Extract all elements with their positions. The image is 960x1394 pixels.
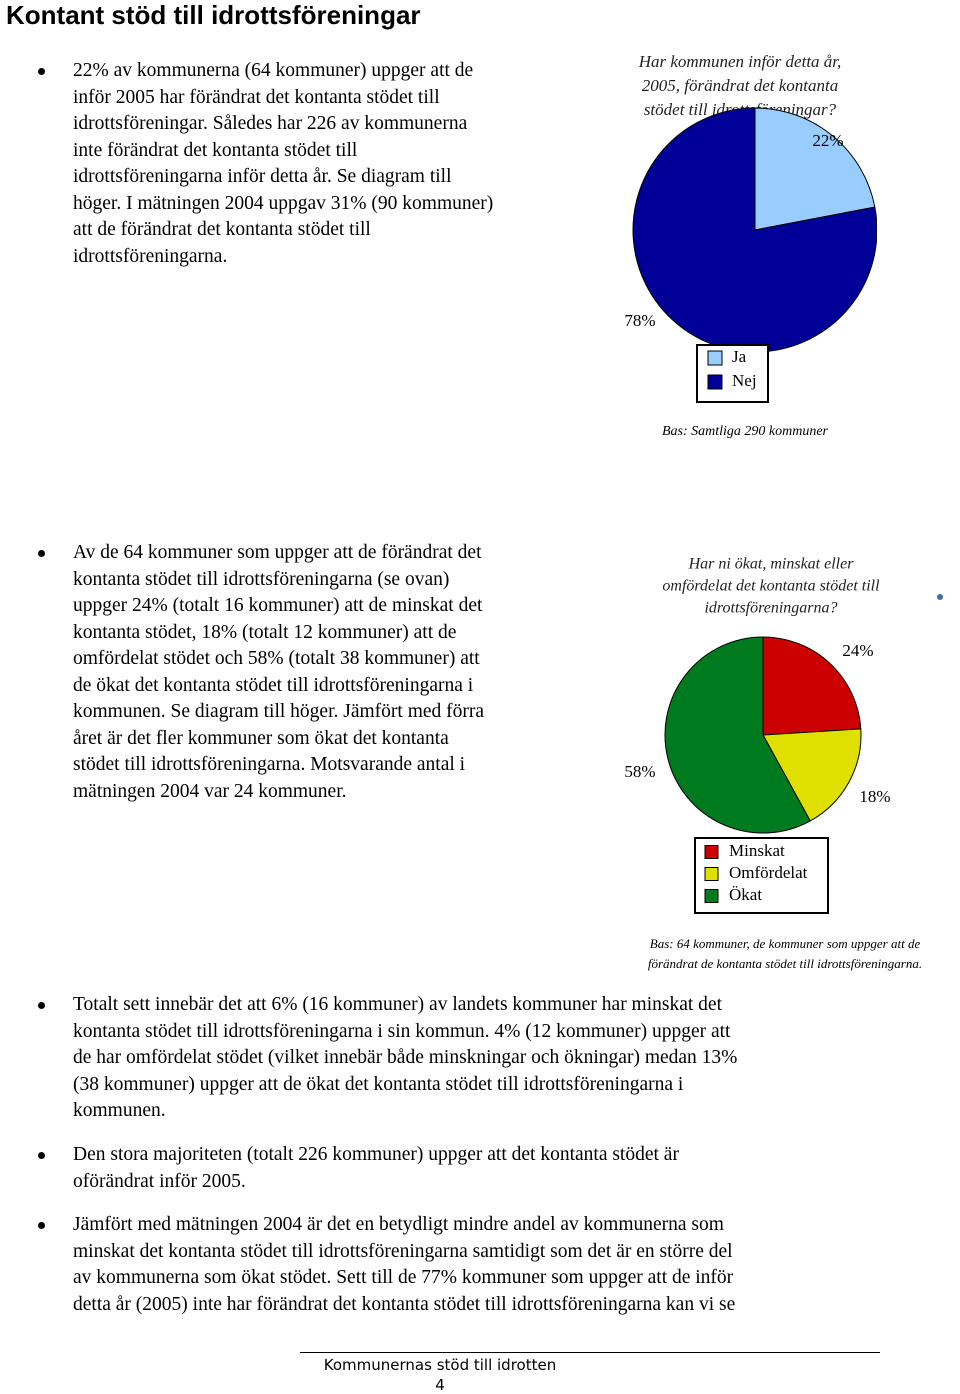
legend-swatch [704, 867, 719, 881]
text-line: idrottsföreningarna. [73, 245, 228, 267]
text-line: detta år (2005) inte har förändrat det k… [73, 1293, 736, 1315]
chart-title: Har kommunen inför detta år, [638, 52, 842, 71]
legend-label: Nej [732, 371, 757, 390]
footer-text: Kommunernas stöd till idrotten [323, 1356, 557, 1374]
pie-slice [664, 636, 811, 834]
text-line: kontanta stödet, 18% (totalt 12 kommuner… [73, 621, 457, 643]
chart-title: omfördelat det kontanta stödet till [662, 578, 880, 595]
legend-label: Omfördelat [729, 863, 808, 882]
pie-slice [762, 636, 862, 736]
text-line: höger. I mätningen 2004 uppgav 31% (90 k… [73, 192, 494, 214]
bullet [38, 1152, 45, 1159]
legend-label: Minskat [729, 841, 785, 860]
value-label: 24% [842, 641, 873, 660]
value-label: 22% [812, 131, 843, 150]
chart-title: Har ni ökat, minskat eller [688, 556, 855, 573]
text-line: idrottsföreningar. Således har 226 av ko… [73, 113, 468, 134]
value-label: 78% [624, 311, 655, 330]
bullet [38, 1002, 45, 1009]
text-line: minskat det kontanta stödet till idrotts… [73, 1240, 733, 1262]
text-line: att de förändrat det kontanta stödet til… [73, 219, 371, 240]
text-line: stödet till idrottsföreningarna. Motsvar… [73, 754, 466, 775]
bullet [38, 1222, 45, 1229]
text-line: Totalt sett innebär det att 6% (16 kommu… [73, 994, 723, 1015]
chart-note: Bas: Samtliga 290 kommuner [662, 424, 829, 439]
legend-swatch [707, 374, 723, 390]
text-line: omfördelat stödet och 58% (totalt 38 kom… [73, 648, 480, 669]
text-line: 22% av kommunerna (64 kommuner) uppger a… [73, 60, 474, 81]
text-line: Den stora majoriteten (totalt 226 kommun… [73, 1144, 679, 1165]
legend-swatch [707, 350, 723, 366]
pie-slice [762, 728, 862, 822]
text-line: de har omfördelat stödet (vilket innebär… [73, 1047, 738, 1068]
pie-chart: Har kommunen inför detta år, 2005, föränd… [624, 52, 877, 439]
text-line: de ökat det kontanta stödet till idrotts… [73, 674, 474, 696]
text-line: inte förändrat det kontanta stödet till [73, 139, 358, 161]
chart-note: förändrat de kontanta stödet till idrott… [648, 956, 922, 971]
text-line: inför 2005 har förändrat det kontanta st… [73, 86, 440, 108]
pie-slice [632, 107, 877, 353]
value-label: 58% [624, 762, 655, 781]
text-line: av kommunerna som ökat stödet. Sett till… [73, 1267, 734, 1288]
chart-note: Bas: 64 kommuner, de kommuner som uppger… [650, 936, 921, 951]
legend-swatch [704, 845, 719, 859]
text-line: kontanta stödet till idrottsföreningarna… [73, 1020, 731, 1042]
chart-title: 2005, förändrat det kontanta [642, 76, 838, 95]
decoration-dot [937, 594, 943, 600]
bullet [38, 550, 45, 557]
value-label: 18% [859, 787, 890, 806]
text-line: oförändrat inför 2005. [73, 1170, 246, 1192]
pie-chart: Har ni ökat, minskat eller omfördelat det… [624, 556, 943, 971]
text-line: året är det fler kommuner som ökat det k… [73, 727, 449, 749]
chart-title: idrottsföreningarna? [704, 600, 837, 617]
page-number: 4 [435, 1376, 445, 1394]
legend-label: Ja [732, 347, 747, 366]
text-line: mätningen 2004 var 24 kommuner. [73, 780, 347, 802]
text-line: kommunen. [73, 1100, 166, 1121]
text-line: kommunen. Se diagram till höger. Jämfört… [73, 701, 485, 722]
bullet [38, 68, 45, 75]
text-line: Av de 64 kommuner som uppger att de förä… [73, 542, 482, 563]
text-line: idrottsföreningarna inför detta år. Se d… [73, 166, 452, 187]
footer-rule [300, 1352, 880, 1353]
text-line: uppger 24% (totalt 16 kommuner) att de m… [73, 595, 483, 616]
legend-swatch [704, 889, 719, 903]
pie-slice [754, 107, 876, 231]
legend-label: Ökat [729, 885, 762, 904]
text-line: Jämfört med mätningen 2004 är det en bet… [73, 1214, 724, 1235]
text-line: kontanta stödet till idrottsföreningarna… [73, 568, 450, 590]
heading: Kontant stöd till idrottsföreningar [6, 0, 421, 30]
text-line: (38 kommuner) uppger att de ökat det kon… [73, 1073, 684, 1095]
